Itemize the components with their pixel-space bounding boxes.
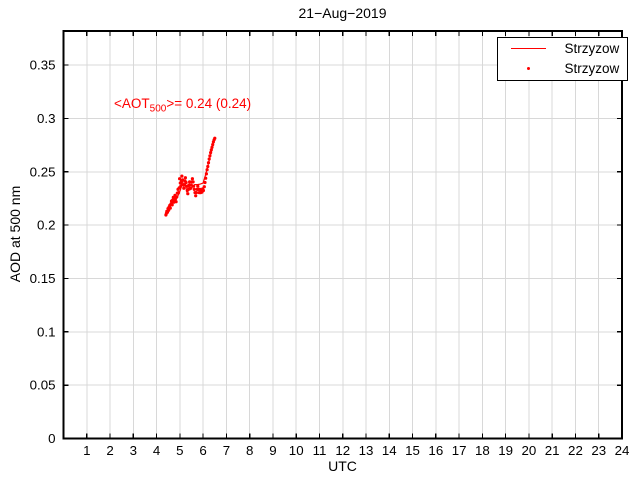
x-tick-label: 13 xyxy=(359,443,374,458)
series-point xyxy=(182,186,186,190)
series-point xyxy=(194,194,198,198)
series-point xyxy=(201,188,205,193)
series-point xyxy=(181,178,185,182)
axis-ticks xyxy=(63,31,623,440)
series-scatter xyxy=(164,136,217,217)
x-tick-label: 19 xyxy=(498,443,513,458)
series-point xyxy=(174,200,178,204)
x-tick-label: 17 xyxy=(452,443,467,458)
x-tick-label: 5 xyxy=(176,443,183,458)
series-point xyxy=(209,151,213,155)
x-tick-label: 18 xyxy=(475,443,490,458)
x-tick-label: 7 xyxy=(223,443,230,458)
y-tick-label: 0.2 xyxy=(37,218,56,233)
series-point xyxy=(176,191,181,195)
series-point xyxy=(191,180,195,184)
x-tick-label: 2 xyxy=(106,443,113,458)
x-tick-label: 3 xyxy=(130,443,137,458)
series-point xyxy=(178,177,182,181)
x-tick-label: 20 xyxy=(522,443,537,458)
series-point xyxy=(204,176,208,180)
series-point xyxy=(207,157,211,161)
series-point xyxy=(209,148,213,152)
x-tick-label: 10 xyxy=(289,443,304,458)
annotation-post: >= 0.24 (0.24) xyxy=(166,96,252,111)
x-tick-label: 23 xyxy=(591,443,606,458)
series-point xyxy=(194,191,198,195)
series-point xyxy=(170,203,174,207)
x-tick-label: 9 xyxy=(269,443,276,458)
series-point xyxy=(192,184,196,188)
series-point xyxy=(196,184,200,188)
x-axis-label: UTC xyxy=(328,458,357,474)
series-point xyxy=(188,180,192,184)
x-tick-label: 1 xyxy=(83,443,90,458)
y-tick-label: 0.15 xyxy=(30,271,56,286)
series-point xyxy=(203,180,207,185)
series-point xyxy=(213,136,217,140)
chart-title: 21−Aug−2019 xyxy=(298,5,387,21)
x-tick-label: 11 xyxy=(313,443,327,458)
series-point xyxy=(210,145,214,149)
series-point xyxy=(180,174,184,178)
x-tick-label: 14 xyxy=(382,443,397,458)
series-point xyxy=(189,186,193,190)
y-tick-label: 0 xyxy=(48,431,55,446)
legend-dot-sample-icon xyxy=(498,67,563,70)
series-point xyxy=(192,187,196,191)
legend-label: Strzyzow xyxy=(564,41,620,56)
series-point xyxy=(183,176,187,180)
grid xyxy=(63,31,623,439)
x-tick-label: 22 xyxy=(568,443,583,458)
annotation-pre: <AOT xyxy=(114,96,150,111)
legend-line-sample-icon xyxy=(498,48,563,49)
x-tick-label: 6 xyxy=(199,443,206,458)
x-tick-label: 16 xyxy=(428,443,443,458)
series-point xyxy=(190,177,194,181)
y-tick-label: 0.1 xyxy=(37,324,56,339)
series-point xyxy=(211,143,215,147)
y-tick-label: 0.35 xyxy=(30,58,56,73)
mean-aot-annotation: <AOT500>= 0.24 (0.24) xyxy=(114,96,251,115)
series-point xyxy=(168,206,172,210)
series-point xyxy=(175,195,179,199)
x-tick-label: 24 xyxy=(615,443,630,458)
series-point xyxy=(206,164,210,169)
legend-entry-dot: Strzyzow xyxy=(498,59,627,79)
x-tick-label: 4 xyxy=(153,443,160,458)
x-tick-label: 8 xyxy=(246,443,253,458)
legend-entry-line: Strzyzow xyxy=(498,39,627,59)
y-tick-label: 0.05 xyxy=(30,378,56,393)
y-tick-label: 0.25 xyxy=(30,164,56,179)
series-point xyxy=(206,161,211,165)
legend: Strzyzow Strzyzow xyxy=(496,36,628,81)
series-point xyxy=(179,184,183,188)
x-tick-label: 15 xyxy=(405,443,420,458)
annotation-subscript: 500 xyxy=(149,103,167,115)
series-point xyxy=(184,180,188,185)
series-point xyxy=(186,192,190,196)
series-point xyxy=(202,185,206,189)
tick-labels: 1 2 3 4 5 6 7 8 9 10 11 12 13 14 15 16 17 18 19 20 21 22 23 240… xyxy=(30,58,630,458)
series-point xyxy=(205,168,209,172)
y-axis-label: AOD at 500 nm xyxy=(7,185,23,283)
y-tick-label: 0.3 xyxy=(37,111,56,126)
series-point xyxy=(208,154,212,158)
x-tick-label: 21 xyxy=(545,443,560,458)
x-tick-label: 12 xyxy=(335,443,350,458)
series-point xyxy=(204,172,208,176)
legend-label: Strzyzow xyxy=(564,61,620,76)
